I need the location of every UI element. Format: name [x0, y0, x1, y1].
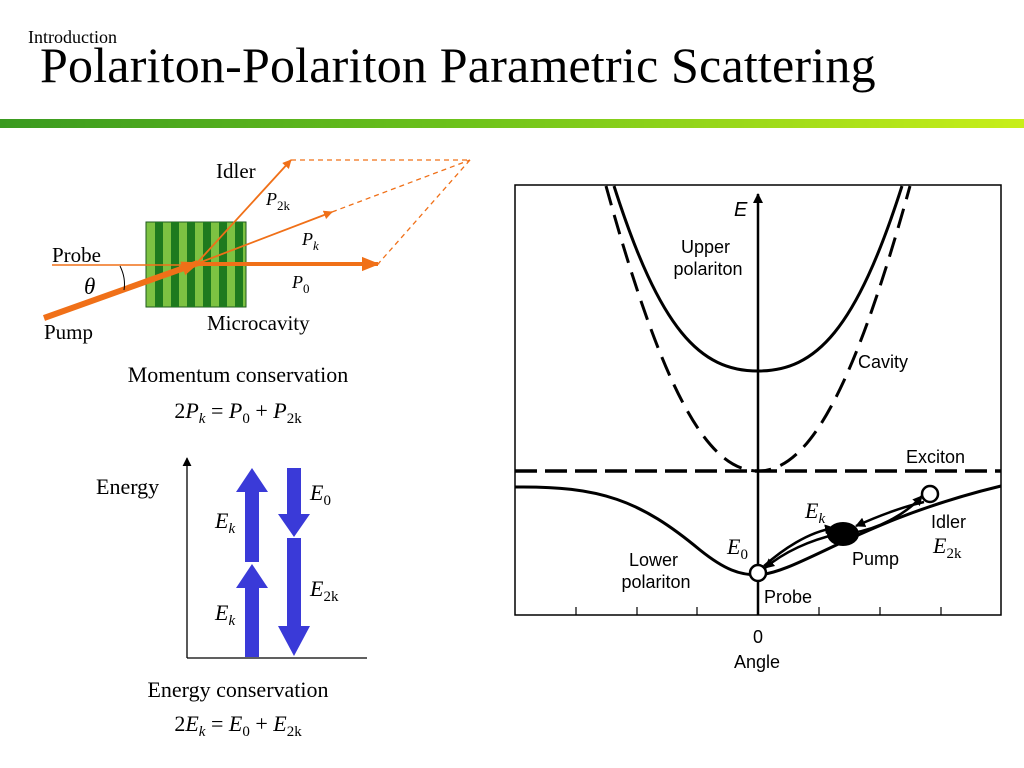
p2k-arrow	[195, 159, 292, 265]
p2k-label: P2k	[265, 189, 291, 213]
theta-label: θ	[84, 274, 95, 299]
title-underline-bar	[0, 119, 1024, 128]
vector-sum-dashes	[291, 159, 471, 265]
e0-plot-label: E0	[726, 534, 748, 563]
x-axis-label: Angle	[734, 652, 780, 672]
pk-label: Pk	[301, 229, 319, 253]
probe-point	[748, 563, 768, 583]
section-label: Introduction	[28, 27, 117, 47]
x-axis-ticks	[575, 607, 942, 615]
p0-label: P0	[291, 272, 310, 296]
probe-to-pump-arrow	[763, 524, 835, 567]
energy-conservation-equation: 2Ek = E0 + E2k	[174, 711, 302, 740]
pump-point	[827, 522, 859, 546]
upper-polariton-curve	[612, 185, 904, 373]
microcavity-label: Microcavity	[207, 311, 310, 335]
exciton-label: Exciton	[906, 447, 965, 467]
momentum-equation: 2Pk = P0 + P2k	[174, 398, 302, 427]
theta-arc	[119, 265, 125, 291]
x-tick-zero-label: 0	[753, 627, 763, 647]
energy-axis-label: Energy	[96, 474, 159, 499]
e0-down-arrow	[278, 468, 310, 537]
cavity-label: Cavity	[858, 352, 908, 372]
e0-label: E0	[309, 480, 331, 509]
idler-point	[920, 484, 940, 504]
energy-axes	[182, 457, 367, 659]
pump-beam	[42, 260, 200, 321]
e2k-plot-label: E2k	[932, 533, 962, 562]
energy-conservation-heading: Energy conservation	[147, 677, 328, 702]
idler-to-pump-arrow	[855, 500, 925, 528]
plot-y-axis-label: E	[734, 199, 748, 221]
page-title: Polariton-Polariton Parametric Scatterin…	[40, 37, 876, 93]
upper-polariton-label: Upper polariton	[673, 237, 742, 279]
pump-label: Pump	[44, 320, 93, 344]
probe-label: Probe	[52, 243, 101, 267]
lower-polariton-label: Lower polariton	[621, 550, 690, 592]
idler-plot-label: Idler	[931, 512, 966, 532]
pump-plot-label: Pump	[852, 549, 899, 569]
ek-plot-label: Ek	[804, 498, 825, 527]
lower-polariton-curve	[514, 484, 1002, 577]
e2k-label: E2k	[309, 576, 339, 605]
ek-up-arrow-lower	[236, 564, 268, 657]
idler-label: Idler	[216, 159, 256, 183]
momentum-heading: Momentum conservation	[128, 362, 349, 387]
pump-to-idler-arrow	[851, 495, 923, 535]
ek-up-arrow-upper	[236, 468, 268, 562]
pk-arrow	[195, 210, 333, 265]
ek-label-upper: Ek	[214, 508, 235, 537]
ek-label-lower: Ek	[214, 600, 235, 629]
probe-plot-label: Probe	[764, 587, 812, 607]
e2k-down-arrow	[278, 538, 310, 656]
